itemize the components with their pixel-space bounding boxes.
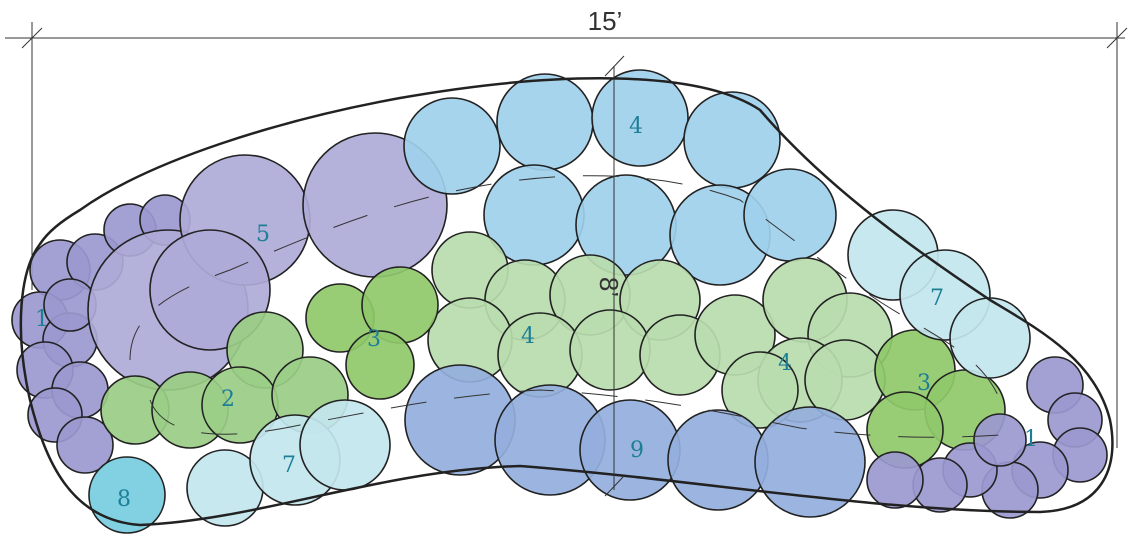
plant-group-8 xyxy=(88,456,166,534)
plant-circle xyxy=(866,451,924,509)
plant-label-4-top: 4 xyxy=(629,114,643,139)
plant-circles xyxy=(11,69,1108,534)
plant-circle xyxy=(56,416,114,474)
plant-label-3-left: 3 xyxy=(367,327,381,352)
plant-circle xyxy=(149,229,271,351)
plant-label-5: 5 xyxy=(256,222,270,247)
plant-group-4-mid xyxy=(427,231,776,398)
plant-group-4-right xyxy=(721,257,893,429)
plant-circle xyxy=(88,456,166,534)
depth-label: 8’ xyxy=(594,277,624,297)
plant-circle xyxy=(973,413,1027,467)
plant-label-7-right: 7 xyxy=(930,286,944,311)
plant-circle xyxy=(591,69,689,167)
plant-labels: 1 5 4 4 4 2 3 3 7 7 9 8 1 xyxy=(35,114,1038,512)
width-label: 15’ xyxy=(588,6,623,36)
plant-label-3-right: 3 xyxy=(917,371,931,396)
plant-circle xyxy=(497,312,583,398)
plant-group-1-right xyxy=(866,356,1108,519)
plant-circle xyxy=(949,297,1031,379)
plant-label-4-mid: 4 xyxy=(521,324,535,349)
plant-label-4-right: 4 xyxy=(778,351,792,376)
bed-outline xyxy=(19,77,1114,527)
plant-group-3-left xyxy=(305,266,439,400)
dashed-guides xyxy=(129,175,1001,438)
plant-group-3-right xyxy=(866,329,1006,469)
plant-circle xyxy=(721,351,799,429)
plant-label-9: 9 xyxy=(630,438,644,463)
plant-group-7-bottom xyxy=(186,399,391,527)
plant-label-1-left: 1 xyxy=(35,307,49,332)
plant-label-8: 8 xyxy=(117,487,131,512)
plant-circle xyxy=(754,406,866,518)
plant-circle xyxy=(403,97,501,195)
depth-dimension xyxy=(604,55,625,497)
plant-label-2: 2 xyxy=(221,387,235,412)
plant-label-1-right: 1 xyxy=(1024,427,1038,452)
plant-label-7-bottom: 7 xyxy=(282,453,296,478)
plant-circle xyxy=(496,73,594,171)
plant-circle xyxy=(743,168,837,262)
plant-group-7-right xyxy=(847,209,1031,379)
plant-circle xyxy=(299,399,391,491)
plant-circle xyxy=(345,330,415,400)
plant-group-1-left xyxy=(11,194,191,474)
plant-circle xyxy=(667,409,769,511)
width-dimension xyxy=(5,22,1128,448)
plant-circle xyxy=(683,91,781,189)
plant-group-4-top xyxy=(403,69,837,286)
plant-circle xyxy=(569,309,651,391)
